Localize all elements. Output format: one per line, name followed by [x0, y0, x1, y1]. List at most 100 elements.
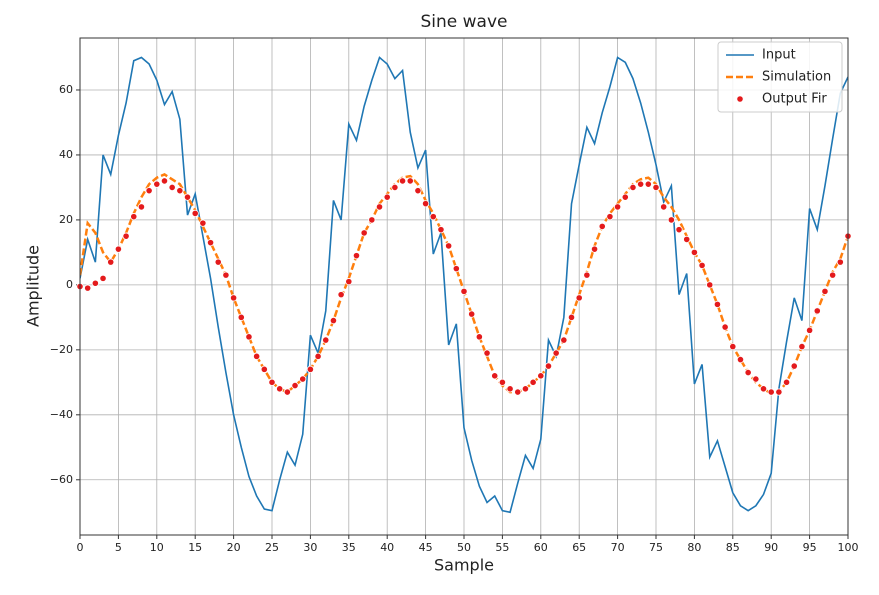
x-tick-label: 55 [495, 541, 509, 554]
point [721, 323, 729, 331]
point [736, 355, 745, 364]
point [291, 381, 299, 390]
point [652, 183, 660, 192]
point [713, 300, 722, 308]
point [667, 216, 675, 224]
point [421, 200, 430, 208]
point [521, 385, 530, 393]
x-tick-label: 35 [342, 541, 356, 554]
point [191, 209, 199, 218]
y-tick-label: 40 [59, 148, 73, 161]
point [360, 229, 368, 237]
point [491, 372, 499, 380]
point [214, 258, 222, 266]
point [391, 183, 399, 192]
point [621, 193, 629, 201]
point [437, 226, 445, 234]
chart-title: Sine wave [421, 12, 508, 32]
point [160, 177, 169, 185]
point [560, 336, 568, 344]
point [590, 245, 599, 253]
x-tick-label: 20 [227, 541, 241, 554]
legend-box [717, 41, 843, 113]
point [706, 281, 714, 289]
point [253, 352, 261, 360]
x-tick-label: 15 [188, 541, 202, 554]
point [544, 362, 553, 370]
point [322, 336, 330, 344]
point [644, 180, 652, 188]
point [790, 362, 798, 370]
x-tick-label: 10 [150, 541, 164, 554]
point [375, 203, 384, 211]
x-tick-label: 95 [803, 541, 817, 554]
point [345, 278, 353, 286]
point [583, 271, 591, 279]
series-line [80, 56, 848, 514]
point [606, 213, 614, 221]
point [514, 388, 522, 396]
point [829, 271, 837, 279]
y-tick-label: 60 [59, 83, 73, 96]
point [299, 375, 307, 383]
point [744, 368, 752, 377]
x-tick-label: 80 [687, 541, 701, 554]
x-tick-label: 50 [457, 541, 471, 554]
point [506, 385, 514, 393]
y-tick-label: 0 [66, 278, 73, 291]
point [114, 245, 123, 253]
point [183, 193, 192, 201]
point [445, 242, 453, 250]
point [637, 180, 645, 188]
legend-label: Output Fir [762, 92, 827, 107]
point [468, 310, 476, 318]
legend-label: Input [762, 48, 796, 63]
x-tick-label: 100 [838, 541, 859, 554]
point [775, 388, 783, 396]
y-axis-label: Amplitude [24, 245, 43, 327]
point [552, 349, 560, 357]
point [798, 342, 806, 351]
point [329, 317, 338, 325]
plot-frame [79, 37, 849, 536]
point [498, 378, 506, 386]
point [675, 226, 683, 234]
point [276, 385, 284, 393]
y-tick-label: −40 [50, 408, 73, 421]
x-axis-label: Sample [434, 556, 494, 575]
point [813, 307, 821, 315]
x-tick-label: 45 [419, 541, 433, 554]
point [752, 375, 760, 383]
point [337, 291, 345, 299]
point [91, 279, 99, 287]
point [153, 180, 161, 188]
point [245, 333, 253, 341]
y-tick-label: −60 [50, 473, 73, 486]
y-tick-label: 20 [59, 213, 73, 226]
point [168, 183, 176, 192]
legend-label: Simulation [762, 70, 831, 85]
point [283, 388, 291, 396]
point [122, 232, 130, 240]
point [268, 378, 276, 386]
x-tick-label: 0 [77, 541, 84, 554]
point [398, 177, 407, 185]
y-tick-label: −20 [50, 343, 73, 356]
point [598, 222, 606, 231]
point [452, 265, 460, 273]
point [206, 239, 215, 247]
point [782, 378, 791, 386]
point [683, 235, 691, 243]
x-tick-label: 85 [726, 541, 740, 554]
point [429, 213, 437, 221]
point [368, 216, 376, 224]
point [483, 349, 491, 357]
point [460, 287, 468, 295]
point [475, 333, 483, 341]
point [767, 388, 775, 396]
point [690, 248, 699, 256]
point [567, 313, 576, 321]
point [537, 372, 545, 380]
point [414, 187, 422, 195]
